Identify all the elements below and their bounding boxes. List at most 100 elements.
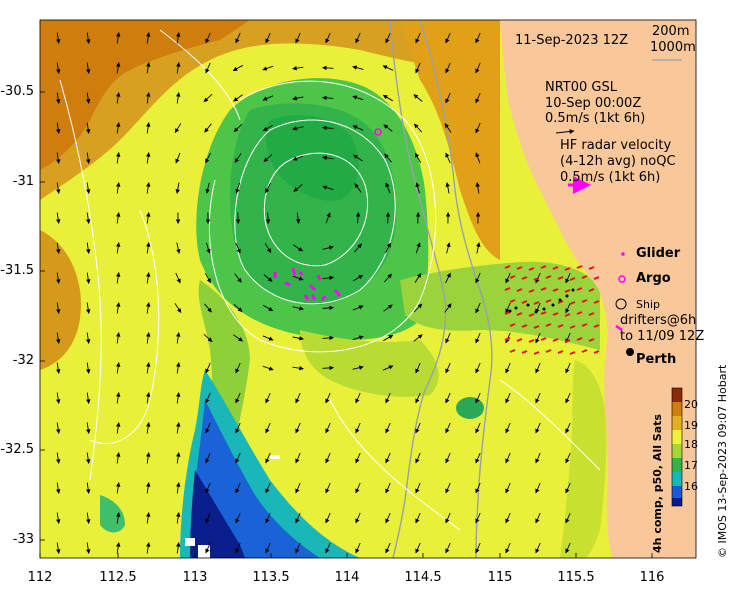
velocity-arrow	[325, 212, 331, 224]
velocity-arrow	[265, 542, 271, 554]
velocity-arrow	[235, 242, 241, 254]
radar-vector	[588, 312, 595, 316]
velocity-arrow	[355, 452, 361, 464]
velocity-arrow	[234, 273, 242, 283]
velocity-arrow	[413, 334, 423, 342]
argo-legend-icon	[618, 275, 626, 283]
x-tick: 115.5	[557, 570, 595, 585]
velocity-arrow	[415, 512, 421, 524]
y-tick: -33	[12, 532, 34, 547]
velocity-arrow	[233, 334, 243, 342]
velocity-arrow	[385, 242, 391, 254]
x-tick: 114.5	[404, 570, 442, 585]
velocity-arrow	[475, 32, 481, 44]
velocity-arrow	[322, 155, 334, 161]
radar-vector	[540, 265, 547, 269]
velocity-arrow	[85, 92, 91, 104]
velocity-arrow	[145, 332, 151, 344]
velocity-arrow	[115, 302, 121, 314]
velocity-arrow	[145, 212, 151, 224]
velocity-arrow	[235, 182, 241, 194]
velocity-arrow	[205, 62, 211, 74]
velocity-arrow	[145, 62, 151, 74]
velocity-arrow	[235, 422, 241, 434]
velocity-arrow	[292, 306, 304, 311]
velocity-arrow	[233, 123, 243, 133]
colorbar	[671, 387, 683, 507]
velocity-arrow	[322, 275, 334, 281]
velocity-arrow	[535, 482, 541, 494]
x-tick: 112.5	[99, 570, 137, 585]
radar-vector	[545, 275, 552, 279]
velocity-arrow	[385, 452, 391, 464]
velocity-arrow	[175, 482, 181, 494]
sst-coastal-green	[400, 261, 600, 350]
hf-radar-label: HF radar velocity	[560, 138, 672, 153]
velocity-arrow	[292, 96, 304, 101]
radar-vector	[545, 299, 552, 303]
velocity-arrow	[322, 245, 334, 250]
glider-markers	[273, 267, 342, 301]
velocity-arrow	[385, 482, 391, 494]
velocity-arrow	[115, 182, 121, 194]
velocity-arrow	[55, 482, 61, 494]
velocity-arrow	[262, 304, 274, 312]
y-tick: -32.5	[0, 442, 34, 457]
velocity-arrow	[55, 62, 61, 74]
velocity-arrow	[55, 452, 61, 464]
velocity-arrow	[204, 123, 212, 133]
nrt-scale-arrow	[555, 129, 575, 134]
velocity-arrow	[115, 422, 121, 434]
velocity-arrow	[262, 65, 274, 71]
velocity-arrow	[325, 392, 331, 404]
drifter-markers	[508, 288, 575, 314]
velocity-arrow	[55, 92, 61, 104]
velocity-arrow	[535, 512, 541, 524]
velocity-arrow	[295, 512, 301, 524]
velocity-arrow	[352, 65, 364, 70]
velocity-arrow	[475, 542, 481, 554]
velocity-arrow	[475, 422, 481, 434]
velocity-arrow	[205, 422, 211, 434]
velocity-arrow	[414, 152, 422, 164]
velocity-arrow	[295, 482, 301, 494]
velocity-arrow	[115, 242, 121, 254]
sst-orange-north	[40, 20, 500, 200]
perth-marker	[626, 348, 634, 356]
radar-vector	[569, 351, 576, 355]
velocity-arrow	[85, 362, 91, 374]
radar-vector	[593, 300, 600, 304]
radar-vector	[581, 299, 588, 303]
velocity-arrow	[262, 95, 274, 101]
velocity-arrow	[55, 272, 61, 284]
velocity-arrow	[176, 242, 181, 254]
velocity-arrow	[445, 332, 451, 344]
velocity-arrow	[415, 422, 421, 434]
velocity-arrow	[475, 152, 481, 164]
glider-legend-label: Glider	[636, 246, 681, 261]
cloud-patch	[198, 545, 210, 558]
velocity-arrow	[385, 422, 391, 434]
velocity-arrow	[445, 272, 451, 284]
sst-small-eddy	[456, 397, 484, 419]
velocity-arrow	[175, 182, 180, 194]
velocity-arrow	[55, 332, 61, 344]
radar-vector	[528, 289, 535, 293]
velocity-arrow	[445, 182, 450, 194]
velocity-arrow	[205, 182, 210, 194]
velocity-arrow	[505, 362, 511, 374]
ssh-contours	[59, 29, 601, 531]
velocity-arrow	[535, 542, 541, 554]
velocity-arrow	[383, 124, 393, 132]
radar-vector	[516, 288, 523, 292]
velocity-arrow	[55, 152, 61, 164]
velocity-arrow	[445, 152, 451, 164]
velocity-arrow	[205, 482, 211, 494]
velocity-arrow	[205, 512, 211, 524]
radar-vector	[552, 288, 559, 292]
velocity-arrow	[445, 422, 451, 434]
velocity-arrow	[445, 32, 451, 44]
velocity-arrow	[352, 95, 364, 101]
velocity-arrow	[55, 182, 61, 194]
